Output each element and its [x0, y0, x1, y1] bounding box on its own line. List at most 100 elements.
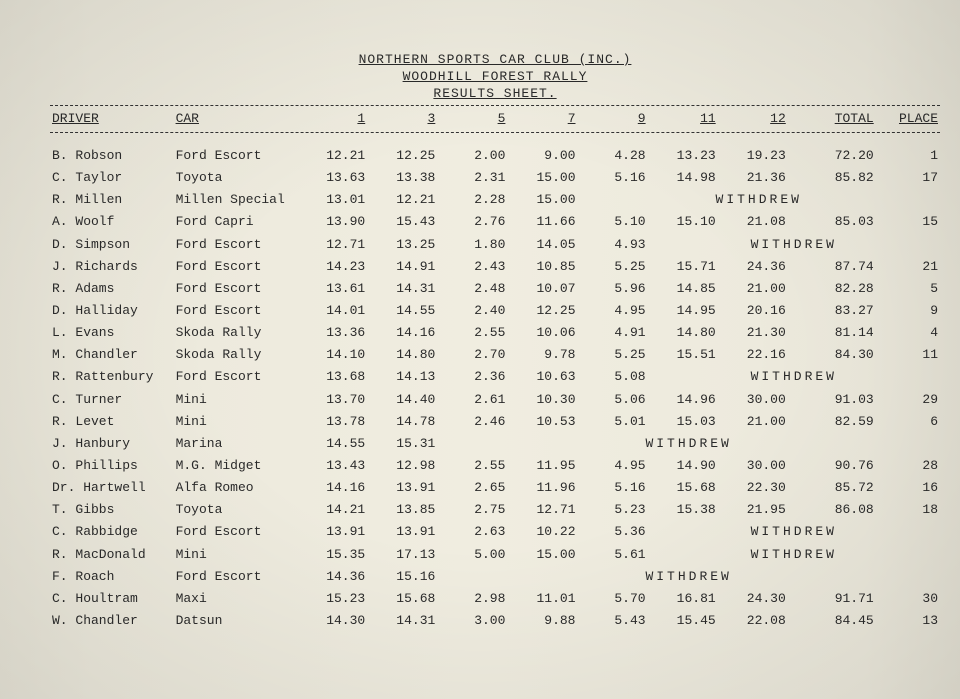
cell-driver: R. Millen	[50, 189, 174, 211]
cell-driver: R. MacDonald	[50, 544, 174, 566]
cell-s3: 15.16	[367, 566, 437, 588]
col-stage-7: 7	[507, 110, 577, 130]
cell-total: 85.82	[788, 167, 876, 189]
cell-s9: 5.16	[578, 477, 648, 499]
cell-driver: O. Phillips	[50, 455, 174, 477]
cell-s5: 2.43	[437, 256, 507, 278]
cell-s1: 13.01	[297, 189, 367, 211]
cell-s1: 14.36	[297, 566, 367, 588]
cell-s5: 2.76	[437, 211, 507, 233]
cell-driver: Dr. Hartwell	[50, 477, 174, 499]
results-sheet: { "header": { "org": "NORTHERN SPORTS CA…	[0, 0, 960, 699]
separator-under-header	[50, 132, 940, 133]
cell-s11: 15.71	[648, 256, 718, 278]
cell-s12: 21.95	[718, 499, 788, 521]
results-table: DRIVER CAR 1 3 5 7 9 11 12 TOTAL PLACE B…	[50, 110, 940, 632]
cell-place: 4	[876, 322, 940, 344]
cell-s7: 10.53	[507, 411, 577, 433]
cell-s9: 5.10	[578, 211, 648, 233]
col-stage-11: 11	[648, 110, 718, 130]
col-stage-12: 12	[718, 110, 788, 130]
cell-total: 87.74	[788, 256, 876, 278]
cell-s7: 10.07	[507, 278, 577, 300]
cell-total: 84.45	[788, 610, 876, 632]
table-row: B. RobsonFord Escort12.2112.252.009.004.…	[50, 145, 940, 167]
cell-s3: 12.25	[367, 145, 437, 167]
cell-total: 86.08	[788, 499, 876, 521]
cell-s11: 15.38	[648, 499, 718, 521]
cell-car: Skoda Rally	[174, 344, 298, 366]
cell-s1: 13.68	[297, 366, 367, 388]
cell-s9: 5.25	[578, 256, 648, 278]
cell-car: Ford Escort	[174, 300, 298, 322]
table-row: R. MacDonaldMini15.3517.135.0015.005.61W…	[50, 544, 940, 566]
cell-s1: 14.30	[297, 610, 367, 632]
cell-driver: C. Taylor	[50, 167, 174, 189]
cell-s1: 13.78	[297, 411, 367, 433]
cell-s7: 15.00	[507, 544, 577, 566]
cell-s5: 2.65	[437, 477, 507, 499]
cell-withdrew: WITHDREW	[648, 521, 940, 543]
cell-s5: 2.70	[437, 344, 507, 366]
cell-s3: 12.21	[367, 189, 437, 211]
cell-s1: 13.90	[297, 211, 367, 233]
cell-s1: 13.61	[297, 278, 367, 300]
cell-s5: 2.00	[437, 145, 507, 167]
cell-car: Millen Special	[174, 189, 298, 211]
table-row: C. HoultramMaxi15.2315.682.9811.015.7016…	[50, 588, 940, 610]
cell-place: 5	[876, 278, 940, 300]
cell-s9: 5.36	[578, 521, 648, 543]
cell-s1: 13.63	[297, 167, 367, 189]
cell-s11: 15.51	[648, 344, 718, 366]
table-row: W. ChandlerDatsun14.3014.313.009.885.431…	[50, 610, 940, 632]
cell-s12: 21.30	[718, 322, 788, 344]
cell-car: Maxi	[174, 588, 298, 610]
cell-s11: 14.98	[648, 167, 718, 189]
cell-s12: 21.00	[718, 411, 788, 433]
cell-s1: 14.55	[297, 433, 367, 455]
cell-s1: 13.70	[297, 389, 367, 411]
col-stage-9: 9	[578, 110, 648, 130]
cell-place: 11	[876, 344, 940, 366]
org-name: NORTHERN SPORTS CAR CLUB (INC.)	[50, 52, 940, 67]
table-row: J. HanburyMarina14.5515.31WITHDREW	[50, 433, 940, 455]
table-row: A. WoolfFord Capri13.9015.432.7611.665.1…	[50, 211, 940, 233]
cell-s7: 10.06	[507, 322, 577, 344]
table-row: J. RichardsFord Escort14.2314.912.4310.8…	[50, 256, 940, 278]
cell-s11: 14.95	[648, 300, 718, 322]
cell-total: 91.03	[788, 389, 876, 411]
cell-s7: 10.22	[507, 521, 577, 543]
cell-car: Alfa Romeo	[174, 477, 298, 499]
cell-s3: 13.85	[367, 499, 437, 521]
cell-driver: M. Chandler	[50, 344, 174, 366]
sheet-title: RESULTS SHEET.	[50, 86, 940, 101]
cell-s3: 13.91	[367, 477, 437, 499]
cell-s3: 14.16	[367, 322, 437, 344]
cell-driver: J. Richards	[50, 256, 174, 278]
cell-s3: 12.98	[367, 455, 437, 477]
cell-s3: 14.55	[367, 300, 437, 322]
cell-s12: 21.08	[718, 211, 788, 233]
cell-s3: 14.40	[367, 389, 437, 411]
cell-s3: 15.43	[367, 211, 437, 233]
cell-place: 9	[876, 300, 940, 322]
cell-car: Ford Escort	[174, 256, 298, 278]
cell-s12: 30.00	[718, 455, 788, 477]
cell-s5: 2.98	[437, 588, 507, 610]
cell-s3: 14.13	[367, 366, 437, 388]
cell-s7: 9.88	[507, 610, 577, 632]
cell-s5: 2.48	[437, 278, 507, 300]
cell-s9: 5.96	[578, 278, 648, 300]
cell-total: 83.27	[788, 300, 876, 322]
cell-driver: B. Robson	[50, 145, 174, 167]
cell-s11: 16.81	[648, 588, 718, 610]
cell-s9: 4.91	[578, 322, 648, 344]
cell-s11: 14.80	[648, 322, 718, 344]
cell-s12: 21.00	[718, 278, 788, 300]
separator-top	[50, 105, 940, 106]
cell-s1: 15.35	[297, 544, 367, 566]
document-header: NORTHERN SPORTS CAR CLUB (INC.) WOODHILL…	[50, 52, 940, 101]
cell-driver: W. Chandler	[50, 610, 174, 632]
cell-place: 1	[876, 145, 940, 167]
cell-s12: 19.23	[718, 145, 788, 167]
